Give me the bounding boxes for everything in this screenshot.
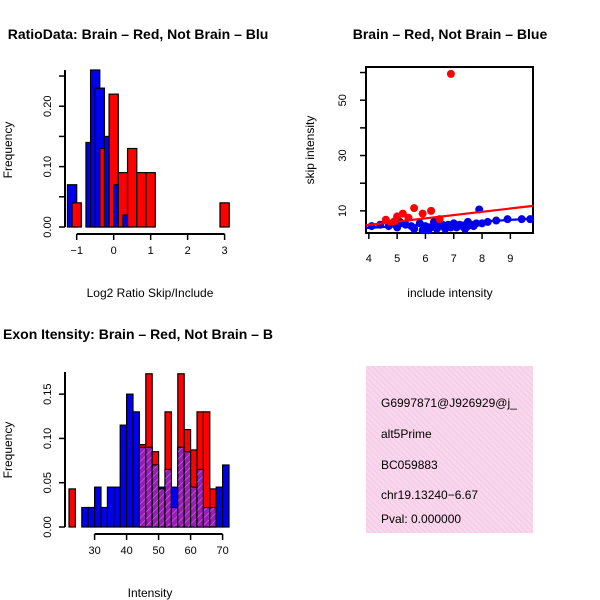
exon-histogram-bar-not-brain <box>119 424 128 528</box>
exon-histogram-panel: Exon Itensity: Brain – Red, Not Brain – … <box>1 326 273 600</box>
ratio-histogram-axes: −1 0 1 2 3 0.00 0.10 0.20 <box>42 70 228 257</box>
scatter-y-tick-label: 30 <box>337 149 349 161</box>
ratio-histogram-y-tick-label: 0.00 <box>42 216 54 237</box>
scatter-x-tick-label: 4 <box>366 253 372 265</box>
scatter-point-brain <box>418 209 427 218</box>
exon-histogram-bar-brain <box>68 488 77 528</box>
ratio-histogram-panel: RatioData: Brain – Red, Not Brain – Blu … <box>1 26 268 300</box>
scatter-point-not-brain <box>444 220 453 229</box>
exon-histogram-bar-overlap-hatch <box>203 507 210 527</box>
exon-histogram-y-tick-label: 0.15 <box>42 383 54 404</box>
info-location: chr19.13240−6.67 <box>381 488 478 502</box>
info-panel: G6997871@J926929@j_ alt5Prime BC059883 c… <box>366 366 533 533</box>
scatter-x-tick-label: 5 <box>394 253 400 265</box>
exon-histogram-x-tick-label: 70 <box>216 545 228 557</box>
scatter-point-brain <box>427 206 436 215</box>
ratio-histogram-y-tick-label: 0.20 <box>42 96 54 117</box>
info-event-type: alt5Prime <box>381 427 432 441</box>
ratio-histogram-xlabel: Log2 Ratio Skip/Include <box>87 286 214 300</box>
exon-histogram-axes: 30 40 50 60 70 0.00 0.05 0.10 0.15 <box>42 372 229 557</box>
exon-histogram-bar-overlap-hatch <box>139 447 146 527</box>
ratio-histogram-bar-brain <box>136 172 147 228</box>
exon-histogram-bar-not-brain <box>87 506 96 528</box>
scatter-point-brain <box>410 204 419 213</box>
exon-histogram-bar-overlap-hatch <box>171 507 178 527</box>
info-accession: BC059883 <box>381 458 438 472</box>
scatter-fit-line-brain <box>365 204 534 227</box>
exon-histogram-ylabel: Frequency <box>1 422 15 479</box>
exon-histogram-bar-overlap-hatch <box>158 488 165 527</box>
ratio-histogram-x-tick-label: 0 <box>111 245 117 257</box>
info-pval: Pval: 0.000000 <box>381 512 461 526</box>
exon-histogram-bar-not-brain <box>113 486 121 528</box>
exon-histogram-y-tick-label: 0.05 <box>42 472 54 493</box>
exon-histogram-bar-not-brain <box>106 486 115 528</box>
exon-histogram-x-tick-label: 30 <box>88 545 100 557</box>
exon-histogram-bar-overlap-hatch <box>165 469 172 527</box>
exon-histogram-bar-overlap-hatch <box>177 447 185 527</box>
scatter-y-tick-label: 50 <box>337 94 349 106</box>
scatter-point-brain <box>398 209 407 218</box>
scatter-point-not-brain <box>418 226 427 235</box>
ratio-histogram-bars <box>66 69 230 228</box>
exon-histogram-bar-overlap-hatch <box>197 469 204 527</box>
scatter-plot-frame <box>365 66 534 234</box>
info-probeset: G6997871@J926929@j_ <box>381 396 517 410</box>
exon-histogram-x-tick-label: 60 <box>184 545 196 557</box>
scatter-ylabel: skip intensity <box>303 116 317 185</box>
ratio-histogram-bar-brain <box>126 147 138 228</box>
exon-histogram-bar-not-brain <box>215 486 224 528</box>
ratio-histogram-bar-brain <box>219 202 230 228</box>
exon-histogram-xlabel: Intensity <box>128 586 173 600</box>
scatter-title: Brain – Red, Not Brain – Blue <box>353 26 548 42</box>
exon-histogram-bar-not-brain <box>93 486 102 528</box>
exon-histogram-bar-not-brain <box>222 464 230 528</box>
scatter-x-tick-label: 7 <box>451 253 457 265</box>
exon-histogram-x-tick-label: 50 <box>152 545 164 557</box>
ratio-histogram-x-tick-label: 3 <box>222 245 228 257</box>
scatter-x-tick-label: 8 <box>479 253 485 265</box>
scatter-point-not-brain <box>410 224 419 233</box>
exon-histogram-y-tick-label: 0.10 <box>42 428 54 449</box>
ratio-histogram-ylabel: Frequency <box>1 122 15 179</box>
exon-histogram-x-tick-label: 40 <box>120 545 132 557</box>
exon-histogram-bar-overlap-hatch <box>184 451 191 527</box>
ratio-histogram-x-tick-label: 1 <box>148 245 154 257</box>
scatter-point-brain <box>446 69 455 78</box>
scatter-axes: 4 5 6 7 8 9 10 30 50 <box>337 71 513 265</box>
ratio-histogram-bar-brain <box>71 202 82 228</box>
scatter-fit-line-not-brain <box>365 217 534 230</box>
scatter-x-tick-label: 6 <box>422 253 428 265</box>
exon-histogram-bars <box>68 373 230 528</box>
info-box: G6997871@J926929@j_ alt5Prime BC059883 c… <box>366 366 533 533</box>
exon-histogram-bar-not-brain <box>81 506 89 528</box>
exon-histogram-bar-overlap-hatch <box>190 487 197 527</box>
scatter-y-tick-label: 10 <box>337 205 349 217</box>
exon-histogram-bar-overlap-hatch <box>145 447 153 527</box>
ratio-histogram-title: RatioData: Brain – Red, Not Brain – Blu <box>8 26 269 42</box>
exon-histogram-bar-not-brain <box>125 393 134 528</box>
ratio-histogram-bar-brain <box>145 172 156 228</box>
info-background-hatch <box>366 366 533 533</box>
ratio-histogram-x-tick-label: −1 <box>70 245 83 257</box>
exon-histogram-y-tick-label: 0.00 <box>42 516 54 537</box>
exon-histogram-bar-overlap-hatch <box>152 465 159 527</box>
scatter-xlabel: include intensity <box>407 286 492 300</box>
exon-histogram-bar-not-brain <box>132 411 141 528</box>
intensity-scatter-panel: Brain – Red, Not Brain – Blue 4 5 6 7 8 9 10 30… <box>303 26 547 300</box>
scatter-x-tick-label: 9 <box>507 253 513 265</box>
ratio-histogram-y-tick-label: 0.10 <box>42 156 54 177</box>
exon-histogram-bar-overlap-hatch <box>209 507 217 527</box>
scatter-points <box>365 69 535 235</box>
exon-histogram-bar-not-brain <box>100 506 109 528</box>
ratio-histogram-x-tick-label: 2 <box>185 245 191 257</box>
exon-histogram-title: Exon Itensity: Brain – Red, Not Brain – … <box>3 326 273 342</box>
